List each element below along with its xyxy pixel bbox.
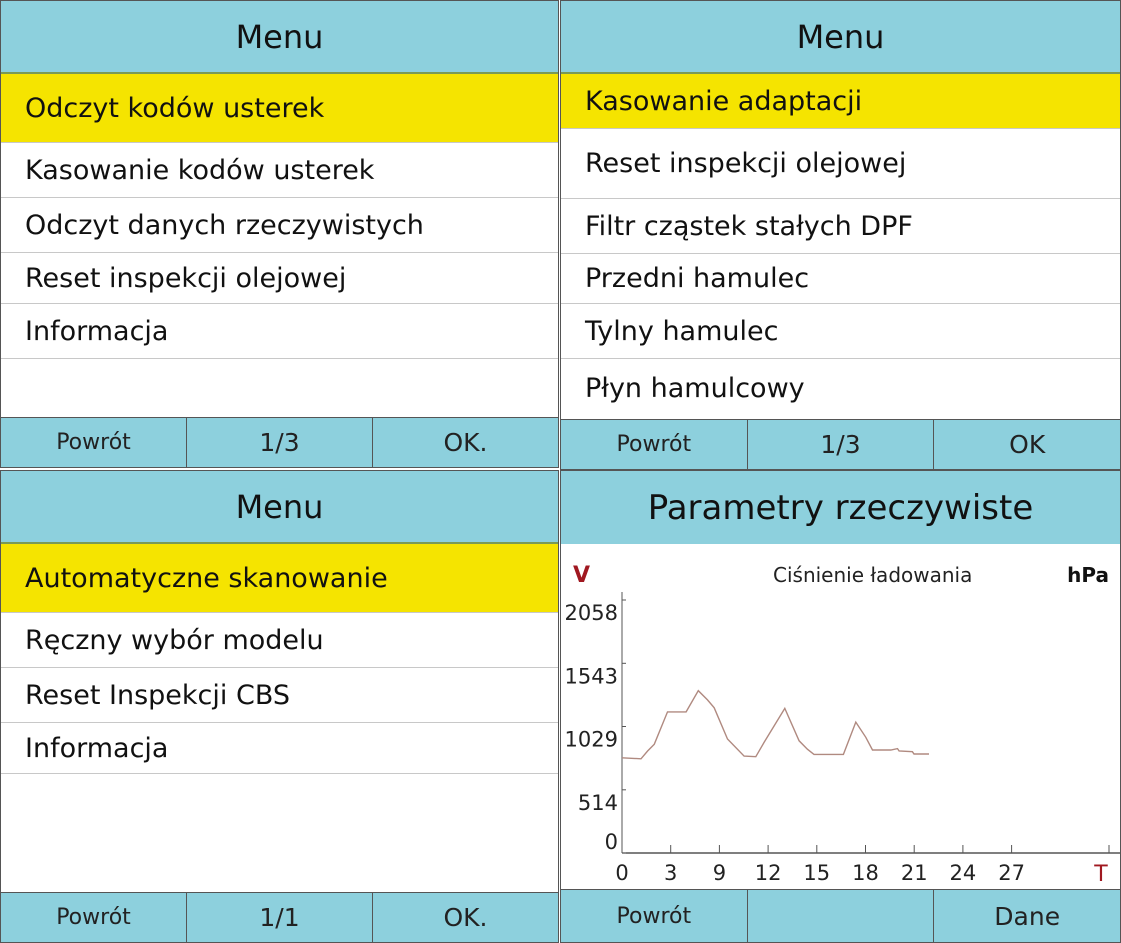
menu-panel-2: Menu Kasowanie adaptacji Reset inspekcji… [560, 0, 1121, 470]
menu-item[interactable]: Przedni hamulec [561, 254, 1120, 304]
panel-title: Parametry rzeczywiste [561, 471, 1120, 544]
series-line [621, 689, 929, 760]
page-indicator: 1/3 [748, 420, 935, 469]
footer-bar: Powrót 1/3 OK [561, 419, 1120, 469]
back-button[interactable]: Powrót [1, 418, 187, 467]
x-tick-label: 3 [664, 861, 677, 885]
menu-list: Odczyt kodów usterek Kasowanie kodów ust… [1, 74, 558, 414]
menu-item[interactable]: Kasowanie adaptacji [561, 74, 1120, 129]
data-button[interactable]: Dane [994, 901, 1061, 931]
menu-item[interactable]: Odczyt danych rzeczywistych [1, 198, 558, 253]
menu-item[interactable]: Odczyt kodów usterek [1, 74, 558, 143]
menu-item[interactable]: Płyn hamulcowy [585, 372, 805, 404]
menu-panel-3: Menu Automatyczne skanowanie Ręczny wybó… [0, 470, 559, 943]
x-tick-label: 15 [803, 861, 830, 885]
footer-bar: Powrót 1/1 OK. [1, 892, 558, 942]
footer-bar: Powrót Dane [561, 889, 1120, 942]
menu-item[interactable]: Reset inspekcji olejowej [561, 129, 1120, 199]
menu-item[interactable]: Automatyczne skanowanie [1, 544, 558, 613]
x-tick-label: 0 [615, 861, 628, 885]
back-button[interactable]: Powrót [561, 890, 748, 942]
back-button[interactable]: Powrót [561, 420, 748, 469]
y-tick-label: 2058 [565, 601, 618, 625]
x-tick-label: 24 [950, 861, 977, 885]
menu-item[interactable]: Kasowanie kodów usterek [1, 143, 558, 198]
back-button[interactable]: Powrót [1, 893, 187, 942]
panel-title: Menu [561, 1, 1120, 74]
unit-label: hPa [1067, 563, 1109, 587]
footer-bar: Powrót 1/3 OK. [1, 417, 558, 467]
menu-list: Kasowanie adaptacji Reset inspekcji olej… [561, 74, 1120, 417]
y-tick-label: 514 [578, 791, 618, 815]
menu-item[interactable]: Informacja [1, 304, 558, 359]
menu-item[interactable]: Ręczny wybór modelu [1, 613, 558, 668]
x-tick-label: 18 [852, 861, 879, 885]
x-axis-label: T [1093, 862, 1108, 887]
y-tick-label: 1029 [565, 728, 618, 752]
x-tick-label: 21 [901, 861, 928, 885]
y-tick-label: 1543 [565, 664, 618, 688]
page-indicator [748, 890, 935, 942]
menu-list: Automatyczne skanowanie Ręczny wybór mod… [1, 544, 558, 774]
menu-item[interactable]: Tylny hamulec [561, 304, 1120, 359]
menu-item[interactable]: Reset inspekcji olejowej [1, 253, 558, 304]
panel-title: Menu [1, 471, 558, 544]
page-indicator: 1/1 [187, 893, 373, 942]
menu-item[interactable]: Informacja [1, 723, 558, 774]
page-indicator: 1/3 [187, 418, 373, 467]
ok-button[interactable]: OK [1009, 430, 1046, 459]
y-tick-label: 0 [605, 830, 618, 854]
x-tick-label: 12 [755, 861, 782, 885]
ok-button[interactable]: OK. [443, 428, 488, 457]
ok-button[interactable]: OK. [443, 903, 488, 932]
x-tick-label: 27 [998, 861, 1025, 885]
menu-item-empty [1, 359, 558, 414]
pressure-chart: V Ciśnienie ładowania hPa T 0 514 1029 1543… [565, 563, 1120, 887]
menu-panel-1: Menu Odczyt kodów usterek Kasowanie kodó… [0, 0, 559, 468]
live-data-panel: Parametry rzeczywiste V Ciśnienie ładowa… [560, 470, 1121, 943]
chart-title: Ciśnienie ładowania [773, 563, 972, 587]
menu-item[interactable]: Filtr cząstek stałych DPF [561, 199, 1120, 254]
x-tick-label: 9 [713, 861, 726, 885]
menu-item[interactable]: Reset Inspekcji CBS [1, 668, 558, 723]
y-axis-label: V [573, 563, 590, 588]
panel-title: Menu [1, 1, 558, 74]
